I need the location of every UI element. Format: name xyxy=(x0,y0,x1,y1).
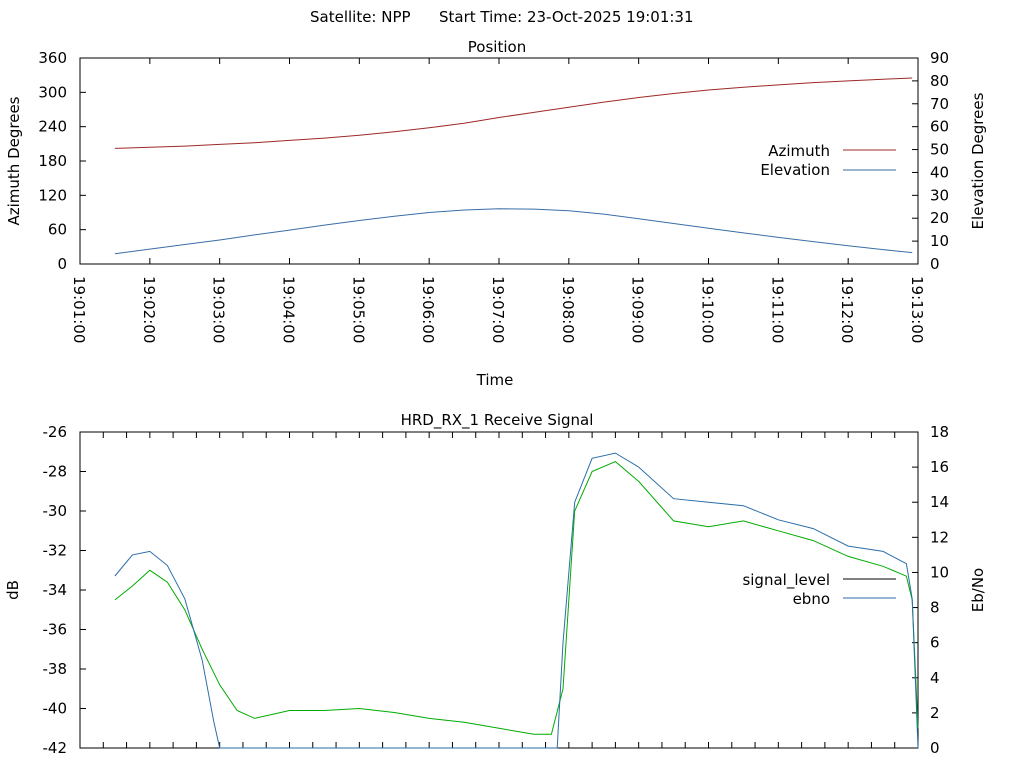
time-tick-label: 19:09:00 xyxy=(629,276,647,343)
right-tick-label: 12 xyxy=(930,528,949,546)
legend-azimuth-label: Azimuth xyxy=(768,142,830,160)
right-tick-label: 2 xyxy=(930,704,940,722)
right-tick-label: 60 xyxy=(930,118,949,136)
time-tick-label: 19:01:00 xyxy=(70,276,88,343)
signal-chart-title: HRD_RX_1 Receive Signal xyxy=(401,411,594,430)
signal-level-series-line xyxy=(114,461,919,735)
left-tick-label: 120 xyxy=(38,186,67,204)
left-tick-label: 0 xyxy=(57,255,67,273)
left-tick-label: -40 xyxy=(43,700,68,718)
left-tick-label: 360 xyxy=(38,49,67,67)
signal-ylabel: dB xyxy=(4,580,22,600)
right-tick-label: 0 xyxy=(930,739,940,757)
time-tick-label: 19:04:00 xyxy=(280,276,298,343)
right-tick-label: 4 xyxy=(930,669,940,687)
time-tick-label: 19:13:00 xyxy=(908,276,926,343)
legend-signal-level-label: signal_level xyxy=(742,571,830,590)
left-tick-label: -30 xyxy=(43,502,68,520)
position-ylabel: Azimuth Degrees xyxy=(5,96,23,225)
left-tick-label: -34 xyxy=(43,581,68,599)
right-tick-label: 80 xyxy=(930,72,949,90)
right-tick-label: 16 xyxy=(930,458,949,476)
time-tick-label: 19:11:00 xyxy=(768,276,786,343)
position-y2label: Elevation Degrees xyxy=(969,92,987,229)
left-tick-label: -28 xyxy=(43,463,68,481)
position-legend: Azimuth Elevation xyxy=(760,142,896,179)
time-tick-label: 19:12:00 xyxy=(838,276,856,343)
position-time-axis: 19:01:00 19:02:00 19:03:00 19:04:00 19:05:00… xyxy=(70,58,926,343)
left-tick-label: 240 xyxy=(38,118,67,136)
left-tick-label: -36 xyxy=(43,621,68,639)
right-tick-label: 14 xyxy=(930,493,949,511)
left-tick-label: -42 xyxy=(43,739,68,757)
position-chart: Position 0 60 120 180 240 300 360 0 10 20 30 40 50 6… xyxy=(5,38,987,389)
receive-signal-chart: HRD_RX_1 Receive Signal -42-40-38-36-34-… xyxy=(4,411,987,757)
right-tick-label: 0 xyxy=(930,255,940,273)
time-tick-label: 19:07:00 xyxy=(489,276,507,343)
right-tick-label: 10 xyxy=(930,563,949,581)
time-tick-label: 19:05:00 xyxy=(349,276,367,343)
elevation-series-line xyxy=(114,208,913,255)
right-tick-label: 8 xyxy=(930,599,940,617)
legend-ebno-label: ebno xyxy=(793,590,830,608)
position-chart-title: Position xyxy=(468,38,526,56)
signal-right-axis: 0 2 4 6 8 10 12 14 16 18 xyxy=(912,423,949,757)
left-tick-label: 300 xyxy=(38,83,67,101)
right-tick-label: 18 xyxy=(930,423,949,441)
right-tick-label: 40 xyxy=(930,163,949,181)
header-satellite: Satellite: NPP xyxy=(310,8,411,26)
signal-y2label: Eb/No xyxy=(969,568,987,612)
signal-time-axis xyxy=(102,432,896,748)
left-tick-label: 60 xyxy=(48,221,67,239)
signal-left-axis: -42 -40 -38 -36 -34 -32 -30 -28 -26 xyxy=(43,423,86,757)
right-tick-label: 50 xyxy=(930,141,949,159)
time-tick-label: 19:03:00 xyxy=(210,276,228,343)
time-tick-label: 19:02:00 xyxy=(140,276,158,343)
azimuth-series-line xyxy=(114,77,913,149)
left-tick-label: -26 xyxy=(43,423,68,441)
right-tick-label: 10 xyxy=(930,232,949,250)
signal-legend: signal_level ebno xyxy=(742,571,896,608)
time-tick-label: 19:10:00 xyxy=(699,276,717,343)
position-left-axis: 0 60 120 180 240 300 360 xyxy=(38,49,86,273)
ebno-series-line xyxy=(114,452,919,749)
left-tick-label: -38 xyxy=(43,660,68,678)
position-right-axis: 0 10 20 30 40 50 60 70 80 90 xyxy=(912,49,949,273)
right-tick-label: 30 xyxy=(930,186,949,204)
left-tick-label: 180 xyxy=(38,152,67,170)
right-tick-label: 20 xyxy=(930,209,949,227)
time-tick-label: 19:06:00 xyxy=(419,276,437,343)
right-tick-label: 70 xyxy=(930,95,949,113)
position-xlabel: Time xyxy=(476,371,514,389)
right-tick-label: 6 xyxy=(930,634,940,652)
header-start-time: Start Time: 23-Oct-2025 19:01:31 xyxy=(439,8,694,26)
left-tick-label: -32 xyxy=(43,542,68,560)
legend-elevation-label: Elevation xyxy=(760,161,830,179)
time-tick-label: 19:08:00 xyxy=(559,276,577,343)
right-tick-label: 90 xyxy=(930,49,949,67)
